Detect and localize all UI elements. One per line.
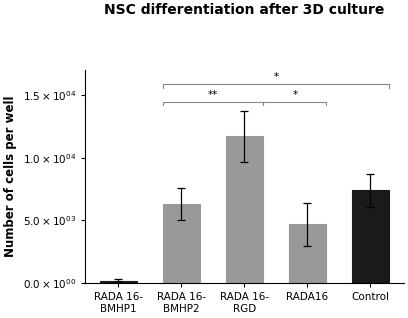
Bar <box>226 136 264 283</box>
Text: *: * <box>273 72 279 82</box>
Title: NSC differentiation after 3D culture: NSC differentiation after 3D culture <box>104 3 385 17</box>
Bar <box>288 224 326 283</box>
Bar <box>352 190 389 283</box>
Text: *: * <box>292 90 297 100</box>
Text: **: ** <box>208 90 218 100</box>
Bar <box>162 204 200 283</box>
Y-axis label: Number of cells per well: Number of cells per well <box>4 96 17 257</box>
Bar <box>100 281 137 283</box>
